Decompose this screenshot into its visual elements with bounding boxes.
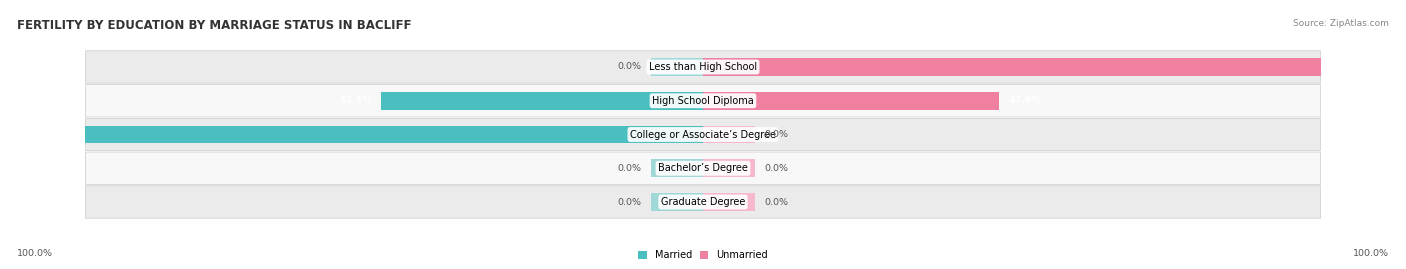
Text: Graduate Degree: Graduate Degree bbox=[661, 197, 745, 207]
Text: 0.0%: 0.0% bbox=[765, 130, 789, 139]
Text: 100.0%: 100.0% bbox=[1330, 62, 1369, 72]
Bar bbox=[703, 160, 755, 177]
Text: 100.0%: 100.0% bbox=[17, 249, 53, 258]
Bar bbox=[703, 193, 755, 211]
Bar bbox=[86, 126, 703, 143]
FancyBboxPatch shape bbox=[86, 84, 1320, 117]
Bar bbox=[703, 58, 1320, 76]
FancyBboxPatch shape bbox=[86, 152, 1320, 185]
Text: FERTILITY BY EDUCATION BY MARRIAGE STATUS IN BACLIFF: FERTILITY BY EDUCATION BY MARRIAGE STATU… bbox=[17, 19, 412, 32]
Bar bbox=[703, 92, 998, 109]
FancyBboxPatch shape bbox=[86, 51, 1320, 83]
FancyBboxPatch shape bbox=[86, 186, 1320, 218]
Text: 100.0%: 100.0% bbox=[1353, 249, 1389, 258]
Text: College or Associate’s Degree: College or Associate’s Degree bbox=[630, 129, 776, 140]
Bar bbox=[703, 126, 755, 143]
Text: 0.0%: 0.0% bbox=[617, 62, 641, 72]
Bar bbox=[651, 193, 703, 211]
Bar bbox=[381, 92, 703, 109]
Text: 0.0%: 0.0% bbox=[765, 197, 789, 207]
Text: 0.0%: 0.0% bbox=[617, 164, 641, 173]
Text: High School Diploma: High School Diploma bbox=[652, 96, 754, 106]
Text: Less than High School: Less than High School bbox=[650, 62, 756, 72]
Text: Source: ZipAtlas.com: Source: ZipAtlas.com bbox=[1294, 19, 1389, 28]
FancyBboxPatch shape bbox=[86, 118, 1320, 151]
Text: Bachelor’s Degree: Bachelor’s Degree bbox=[658, 163, 748, 173]
Legend: Married, Unmarried: Married, Unmarried bbox=[634, 246, 772, 264]
Bar bbox=[651, 160, 703, 177]
Text: 47.9%: 47.9% bbox=[1008, 96, 1040, 105]
Bar bbox=[651, 58, 703, 76]
Text: 100.0%: 100.0% bbox=[37, 130, 76, 139]
Text: 52.1%: 52.1% bbox=[339, 96, 373, 105]
Text: 0.0%: 0.0% bbox=[765, 164, 789, 173]
Text: 0.0%: 0.0% bbox=[617, 197, 641, 207]
